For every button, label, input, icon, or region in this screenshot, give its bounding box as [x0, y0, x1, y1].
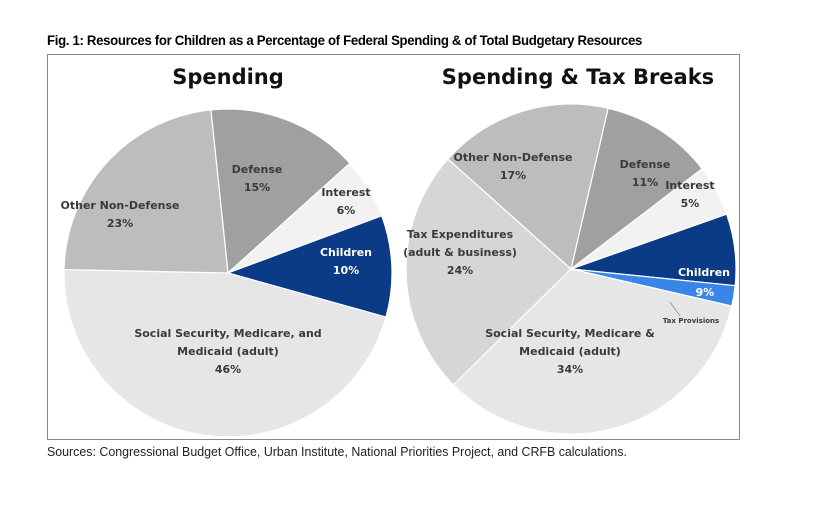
pie-title-spending: Spending: [172, 65, 284, 89]
pie-slice-children: [226, 215, 393, 318]
slice-label: Children: [678, 266, 730, 279]
sources-note: Sources: Congressional Budget Office, Ur…: [47, 444, 627, 459]
slice-label: Interest 6%: [321, 186, 370, 217]
slice-label: Other Non-Defense 17%: [454, 151, 573, 182]
pie-slice-other-non-defense: [447, 103, 609, 271]
pie-slice-social-security-medicare-medicaid-adult: [452, 268, 733, 435]
slice-label: 9%: [696, 286, 715, 299]
pie-slice-social-security-medicare-and-medicaid-adult: [63, 268, 387, 438]
slice-label: Interest 5%: [665, 179, 714, 210]
pie-spending-tax-breaks: [405, 103, 737, 435]
callout-tax-provisions: Tax Provisions: [663, 317, 719, 325]
callout-leader-line: [669, 301, 681, 317]
pie-spending: [63, 108, 393, 438]
slice-labels: Defense 15% Interest 6% Children 10% Social Se…: [61, 151, 731, 376]
pie-slice-other-non-defense: [63, 109, 229, 274]
chart-frame: [47, 54, 740, 440]
slice-label: Other Non-Defense 23%: [61, 199, 180, 230]
slice-label: Defense 15%: [232, 163, 283, 194]
pie-slice-defense: [210, 108, 351, 275]
pie-slice-tax-expenditures-adult-business: [405, 158, 572, 386]
pie-slice-defense: [570, 107, 703, 271]
slice-label: Tax Expenditures (adult & business) 24%: [403, 228, 517, 277]
figure-title: Fig. 1: Resources for Children as a Perc…: [47, 33, 643, 49]
slice-label: Social Security, Medicare, and Medicaid (…: [134, 327, 321, 376]
slice-label: Children 10%: [320, 246, 372, 277]
slice-label: Defense 11%: [620, 158, 671, 189]
pie-title-spending-tax-breaks: Spending & Tax Breaks: [442, 65, 714, 89]
slice-label: Social Security, Medicare & Medicaid (adu…: [485, 327, 655, 376]
